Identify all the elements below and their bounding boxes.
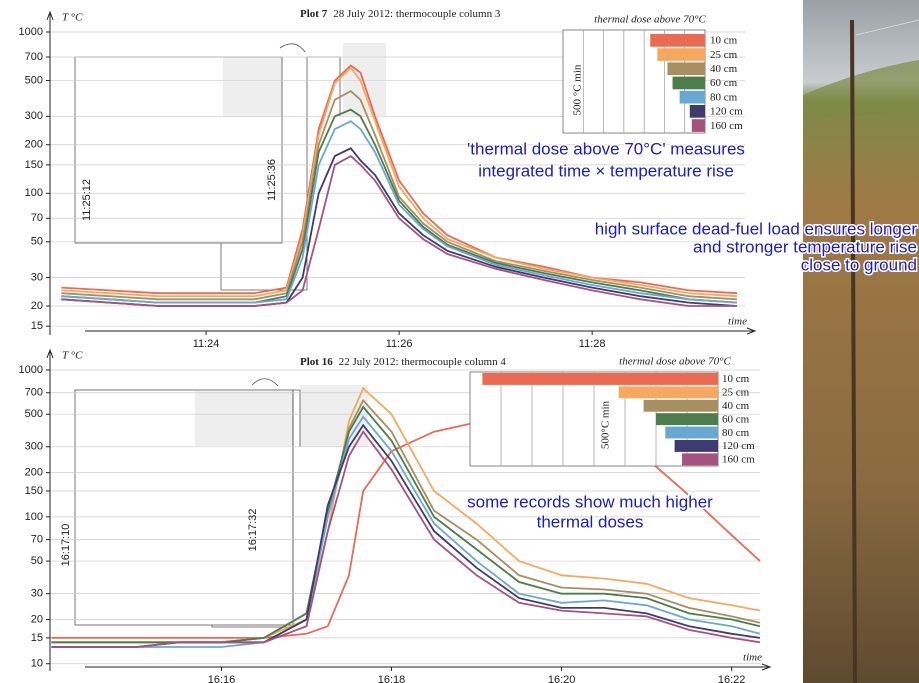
- dose-legend-label: 120 cm: [722, 440, 755, 452]
- x-tick-label: 16:16: [208, 674, 236, 683]
- y-tick-label: 10: [31, 658, 43, 670]
- dose-legend-label: 60 cm: [722, 413, 750, 425]
- y-tick-label: 200: [25, 467, 43, 479]
- y-axis-label: T °C: [62, 12, 83, 24]
- x-tick-label: 11:24: [193, 338, 220, 350]
- inset-time-label: 11:25:36: [266, 159, 278, 201]
- inset-time-label: 16:17:32: [247, 509, 259, 552]
- x-tick-label: 11:26: [386, 338, 413, 350]
- x-tick-label: 16:22: [718, 674, 746, 683]
- chart-title-date: 28 July 2012: thermocouple column 3: [333, 8, 501, 20]
- y-tick-label: 150: [25, 485, 43, 497]
- y-tick-label: 70: [31, 534, 43, 546]
- y-tick-label: 15: [31, 320, 43, 332]
- dose-bar: [689, 105, 705, 118]
- chart-title-plot: Plot 7: [300, 8, 328, 20]
- y-tick-label: 1000: [19, 26, 43, 38]
- dose-legend-label: 80 cm: [722, 427, 750, 439]
- dose-bar: [672, 76, 705, 90]
- dose-legend-label: 160 cm: [710, 120, 743, 132]
- y-tick-label: 100: [25, 511, 43, 523]
- y-tick-label: 30: [31, 588, 43, 600]
- y-tick-label: 1000: [19, 364, 43, 376]
- dose-legend-label: 10 cm: [722, 373, 750, 385]
- dose-unit-label: 500 °C min: [572, 64, 584, 115]
- dose-bar: [656, 413, 718, 426]
- annotation: integrated time × temperature rise: [478, 161, 734, 180]
- dose-bar: [643, 399, 718, 412]
- y-tick-label: 15: [31, 632, 43, 644]
- x-axis-label: time: [743, 652, 762, 664]
- annotation: thermal doses: [537, 512, 644, 531]
- photo: [803, 0, 919, 683]
- annotation: 'thermal dose above 70°C' measures: [467, 139, 745, 158]
- y-tick-label: 100: [25, 187, 43, 199]
- dose-bar: [682, 453, 718, 466]
- y-tick-label: 500: [25, 408, 43, 420]
- dose-legend-label: 25 cm: [722, 387, 750, 399]
- y-tick-label: 300: [25, 110, 43, 122]
- y-axis-label: T °C: [62, 350, 83, 362]
- dose-bar: [482, 373, 718, 385]
- annotation: some records show much higher: [467, 492, 713, 511]
- y-tick-label: 50: [31, 236, 43, 248]
- dose-legend-label: 40 cm: [722, 400, 750, 412]
- y-tick-label: 300: [25, 441, 43, 453]
- y-tick-label: 700: [25, 51, 43, 63]
- x-tick-label: 16:18: [378, 674, 406, 683]
- y-tick-label: 500: [25, 74, 43, 86]
- inset-time-label: 16:17:10: [60, 524, 72, 567]
- chart-title-date: 22 July 2012: thermocouple column 4: [339, 356, 507, 368]
- series-line: [61, 155, 737, 307]
- dose-legend-label: 10 cm: [710, 35, 738, 47]
- dose-unit-label: 500°C min: [600, 400, 612, 449]
- series-line: [61, 90, 738, 301]
- x-axis: [85, 327, 757, 335]
- series-line: [51, 430, 761, 648]
- dose-legend-label: 40 cm: [710, 63, 738, 75]
- dose-legend-label: 60 cm: [710, 77, 738, 89]
- y-tick-label: 700: [25, 387, 43, 399]
- dose-legend-label: 25 cm: [710, 49, 738, 61]
- dose-bar: [618, 386, 718, 399]
- x-axis-label: time: [728, 316, 747, 328]
- series-line: [61, 120, 738, 304]
- chart-title: Plot 16 22 July 2012: thermocouple column…: [300, 356, 506, 368]
- annotation: close to ground: [801, 255, 917, 274]
- dose-legend-label: 160 cm: [722, 454, 755, 466]
- y-tick-label: 50: [31, 555, 43, 567]
- annotation: high surface dead-fuel load ensures long…: [595, 219, 918, 238]
- y-tick-label: 200: [25, 139, 43, 151]
- y-tick-label: 150: [25, 159, 43, 171]
- dose-legend-label: 120 cm: [710, 106, 743, 118]
- y-axis: [46, 10, 54, 335]
- x-tick-label: 11:28: [579, 338, 606, 350]
- dose-title: thermal dose above 70°C: [594, 14, 706, 26]
- x-tick-label: 16:20: [548, 674, 576, 683]
- inset-frames: [74, 43, 386, 628]
- dose-bar: [665, 426, 718, 439]
- dose-bar: [657, 48, 705, 61]
- chart-title: Plot 7 28 July 2012: thermocouple column …: [300, 8, 501, 20]
- dose-bar: [650, 34, 705, 47]
- x-axis: [85, 663, 772, 671]
- dose-bar: [691, 119, 705, 132]
- y-tick-label: 20: [31, 300, 43, 312]
- y-tick-label: 20: [31, 613, 43, 625]
- series-line: [61, 66, 738, 298]
- y-tick-label: 30: [31, 272, 43, 284]
- dose-bar: [679, 90, 705, 104]
- inset-time-label: 11:25:12: [81, 179, 93, 221]
- dose-legend-label: 80 cm: [710, 91, 738, 103]
- dose-bar: [674, 440, 718, 452]
- annotation: and stronger temperature rise: [693, 237, 917, 256]
- dose-bar: [667, 62, 705, 76]
- chart-title-plot: Plot 16: [300, 356, 333, 368]
- y-axis: [46, 348, 54, 671]
- y-tick-label: 70: [31, 212, 43, 224]
- dose-title: thermal dose above 70°C: [619, 356, 731, 368]
- series-line: [51, 415, 761, 648]
